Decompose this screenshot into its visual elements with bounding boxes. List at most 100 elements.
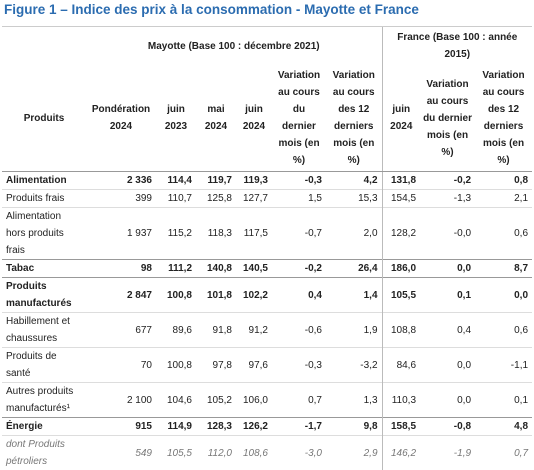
cell: 108,8 <box>382 313 420 348</box>
cell: 15,3 <box>326 190 382 208</box>
cell: 0,0 <box>420 383 475 418</box>
cell: 106,0 <box>236 383 272 418</box>
cell: -1,7 <box>272 418 326 436</box>
cell: 1,3 <box>326 383 382 418</box>
cell: 2 847 <box>86 278 156 313</box>
cell: -0,6 <box>272 313 326 348</box>
row-label: Autres produits manufacturés¹ <box>2 383 86 418</box>
cell: 114,9 <box>156 418 196 436</box>
cell: 118,3 <box>196 208 236 260</box>
cell: 0,0 <box>420 260 475 278</box>
cell: 0,4 <box>420 313 475 348</box>
column-header: Variation au cours du dernier mois (en %… <box>272 65 326 172</box>
cell: 97,6 <box>236 348 272 383</box>
cell: 126,2 <box>236 418 272 436</box>
cell: 0,6 <box>475 313 532 348</box>
cell: -3,2 <box>326 348 382 383</box>
cell: -0,2 <box>420 172 475 190</box>
column-header: Produits <box>2 65 86 172</box>
cell: 1,9 <box>326 313 382 348</box>
cell: 4,2 <box>326 172 382 190</box>
column-header: Variation au cours du dernier mois (en %… <box>420 65 475 172</box>
column-header: Pondération 2024 <box>86 65 156 172</box>
cell: 0,6 <box>475 208 532 260</box>
cell: 8,7 <box>475 260 532 278</box>
column-header: juin 2024 <box>236 65 272 172</box>
cell: 2,0 <box>326 208 382 260</box>
cell: -0,8 <box>420 418 475 436</box>
cell: 140,5 <box>236 260 272 278</box>
cell: 1,5 <box>272 190 326 208</box>
cell: 104,6 <box>156 383 196 418</box>
cell: 0,0 <box>475 278 532 313</box>
column-header: mai 2024 <box>196 65 236 172</box>
row-label: Alimentation hors produits frais <box>2 208 86 260</box>
column-header: juin 2024 <box>382 65 420 172</box>
cell: 112,0 <box>196 436 236 470</box>
cell: -1,3 <box>420 190 475 208</box>
cell: 105,2 <box>196 383 236 418</box>
cell: 26,4 <box>326 260 382 278</box>
cell: -1,9 <box>420 436 475 470</box>
cell: -0,7 <box>272 208 326 260</box>
cell: 119,7 <box>196 172 236 190</box>
row-label: dont Produits pétroliers <box>2 436 86 470</box>
cell: 101,8 <box>196 278 236 313</box>
figure-title: Figure 1 – Indice des prix à la consomma… <box>4 2 419 17</box>
cell: 91,8 <box>196 313 236 348</box>
cell: 0,4 <box>272 278 326 313</box>
cell: 4,8 <box>475 418 532 436</box>
cell: 677 <box>86 313 156 348</box>
cell: 127,7 <box>236 190 272 208</box>
cell: 1 937 <box>86 208 156 260</box>
cell: -3,0 <box>272 436 326 470</box>
cell: 105,5 <box>156 436 196 470</box>
column-header: Variation au cours des 12 derniers mois … <box>475 65 532 172</box>
cell: 146,2 <box>382 436 420 470</box>
cell: 0,7 <box>272 383 326 418</box>
cell: 2 336 <box>86 172 156 190</box>
cell: 0,1 <box>420 278 475 313</box>
cell: 1,4 <box>326 278 382 313</box>
cell: 0,8 <box>475 172 532 190</box>
cell: 0,7 <box>475 436 532 470</box>
cell: 119,3 <box>236 172 272 190</box>
cell: 140,8 <box>196 260 236 278</box>
cell: 105,5 <box>382 278 420 313</box>
cell: 131,8 <box>382 172 420 190</box>
cell: 91,2 <box>236 313 272 348</box>
cell: 115,2 <box>156 208 196 260</box>
row-label: Produits de santé <box>2 348 86 383</box>
row-label: Tabac <box>2 260 86 278</box>
cell: 108,6 <box>236 436 272 470</box>
cell: 98 <box>86 260 156 278</box>
column-header: Variation au cours des 12 derniers mois … <box>326 65 382 172</box>
row-label: Alimentation <box>2 172 86 190</box>
cell: 128,3 <box>196 418 236 436</box>
cell: 114,4 <box>156 172 196 190</box>
cell: 128,2 <box>382 208 420 260</box>
row-label: Énergie <box>2 418 86 436</box>
cell: 111,2 <box>156 260 196 278</box>
cell: 915 <box>86 418 156 436</box>
group-header: Mayotte (Base 100 : décembre 2021) <box>86 27 382 66</box>
cell: 70 <box>86 348 156 383</box>
group-header-row: Mayotte (Base 100 : décembre 2021) Franc… <box>2 27 532 66</box>
cell: 2,9 <box>326 436 382 470</box>
group-header: France (Base 100 : année 2015) <box>382 27 532 66</box>
cell: 186,0 <box>382 260 420 278</box>
cell: -0,2 <box>272 260 326 278</box>
cell: 549 <box>86 436 156 470</box>
cell: 125,8 <box>196 190 236 208</box>
cell: 0,0 <box>420 348 475 383</box>
